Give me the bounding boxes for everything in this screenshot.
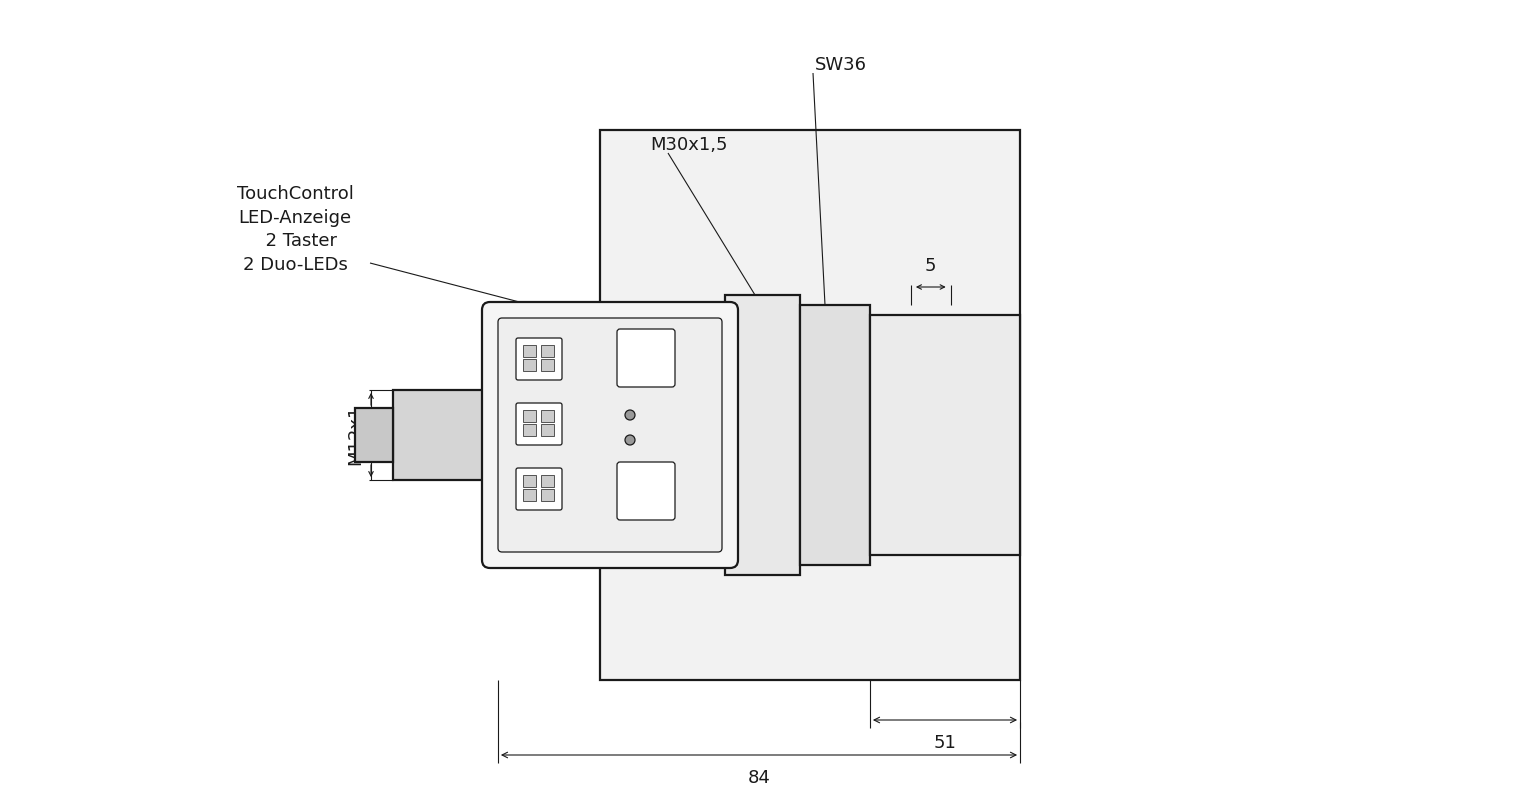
Bar bbox=[522, 475, 536, 487]
Ellipse shape bbox=[879, 330, 911, 440]
Bar bbox=[355, 408, 393, 462]
Text: 5: 5 bbox=[925, 257, 937, 275]
FancyBboxPatch shape bbox=[516, 403, 562, 445]
FancyBboxPatch shape bbox=[498, 318, 722, 552]
Bar bbox=[393, 390, 490, 480]
Bar bbox=[800, 305, 869, 565]
Text: °: ° bbox=[505, 413, 508, 422]
Bar bbox=[725, 295, 800, 575]
Bar bbox=[541, 359, 554, 371]
Bar bbox=[601, 130, 1020, 680]
Bar bbox=[541, 489, 554, 501]
Ellipse shape bbox=[951, 437, 980, 542]
Bar bbox=[541, 475, 554, 487]
FancyBboxPatch shape bbox=[482, 302, 737, 568]
Text: mm: mm bbox=[501, 410, 513, 416]
Text: cm: cm bbox=[504, 395, 516, 405]
Text: T2: T2 bbox=[711, 340, 720, 350]
Text: M30x1,5: M30x1,5 bbox=[650, 136, 728, 154]
Circle shape bbox=[625, 410, 634, 420]
FancyBboxPatch shape bbox=[516, 468, 562, 510]
Bar bbox=[522, 489, 536, 501]
Text: M12x1: M12x1 bbox=[346, 405, 364, 465]
Circle shape bbox=[625, 435, 634, 445]
Bar bbox=[872, 317, 1018, 553]
Text: 51: 51 bbox=[934, 734, 957, 752]
Text: D2: D2 bbox=[711, 382, 720, 392]
Text: °: ° bbox=[505, 343, 508, 352]
Text: %: % bbox=[508, 331, 516, 339]
FancyBboxPatch shape bbox=[617, 462, 674, 520]
Bar bbox=[522, 410, 536, 422]
FancyBboxPatch shape bbox=[617, 329, 674, 387]
Bar bbox=[869, 315, 1020, 555]
Bar bbox=[541, 345, 554, 357]
Text: D1: D1 bbox=[711, 424, 720, 434]
FancyBboxPatch shape bbox=[516, 338, 562, 380]
Text: TouchControl
LED-Anzeige
  2 Taster
2 Duo-LEDs: TouchControl LED-Anzeige 2 Taster 2 Duo-… bbox=[237, 185, 353, 273]
Bar bbox=[522, 345, 536, 357]
Bar bbox=[541, 410, 554, 422]
Text: T1: T1 bbox=[711, 467, 720, 475]
Bar bbox=[522, 359, 536, 371]
Ellipse shape bbox=[951, 328, 980, 432]
Text: 84: 84 bbox=[748, 769, 771, 787]
Ellipse shape bbox=[879, 435, 911, 545]
Text: SW36: SW36 bbox=[816, 56, 866, 74]
Bar bbox=[522, 424, 536, 436]
Bar bbox=[541, 424, 554, 436]
